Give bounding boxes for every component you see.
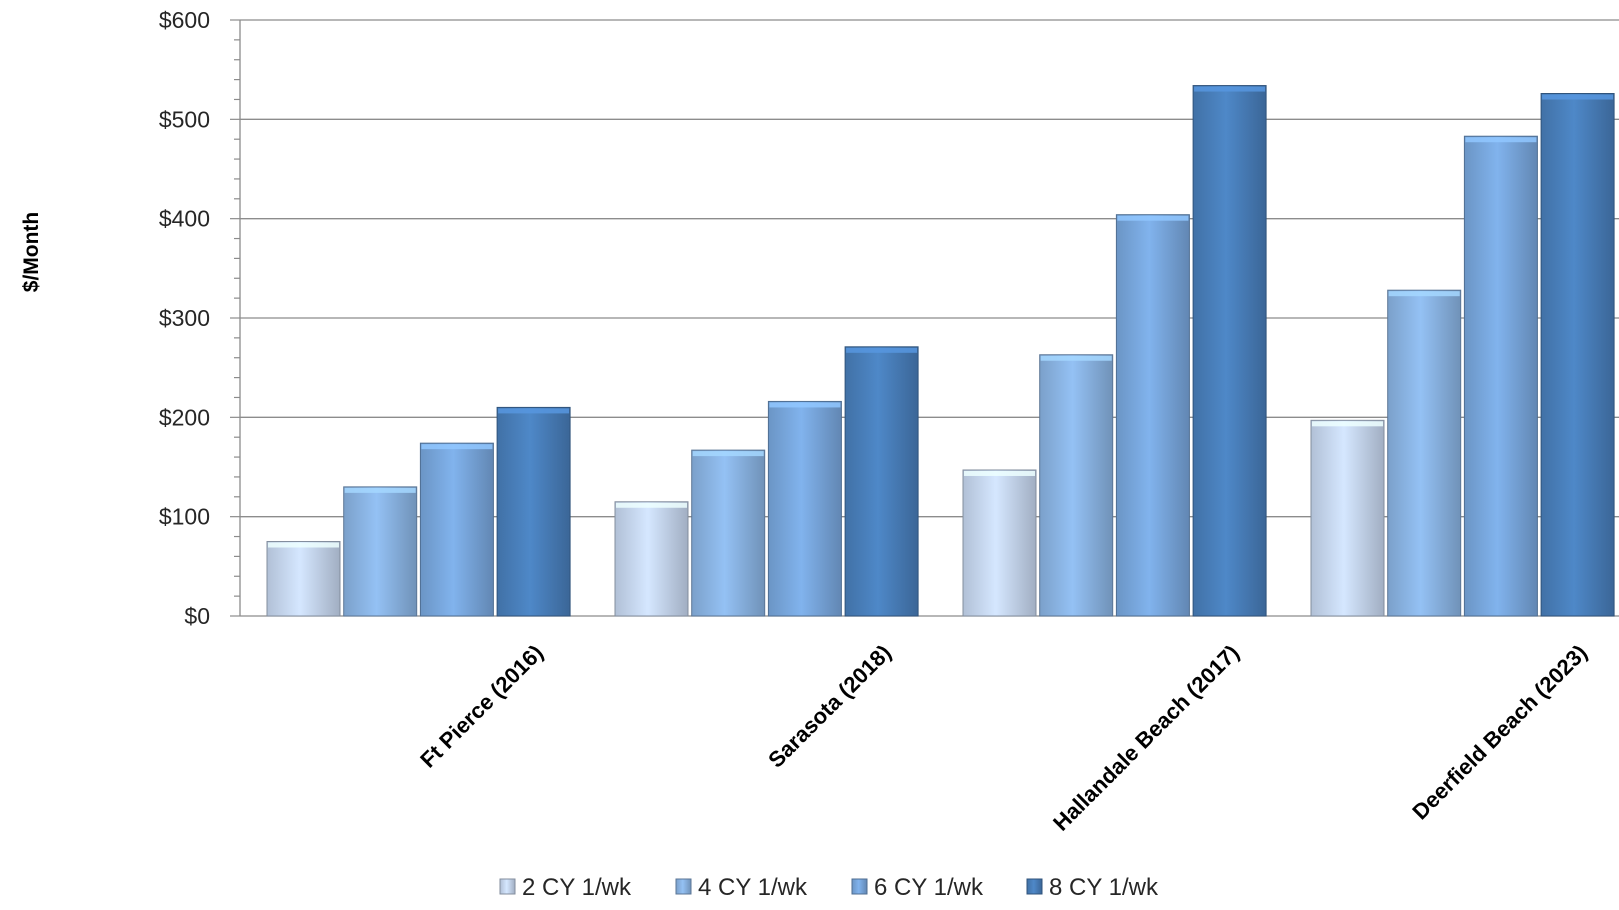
bar-body (1039, 354, 1114, 617)
bar-highlight (268, 542, 339, 548)
bar (844, 346, 919, 617)
bar-highlight (344, 487, 416, 493)
x-category-label: Sarasota (2018) (763, 640, 896, 773)
bar (1115, 214, 1190, 617)
legend-item: 2 CY 1/wk (499, 874, 632, 901)
bar (767, 400, 842, 617)
bars (266, 85, 1615, 617)
bar (1310, 419, 1385, 617)
bar (1387, 289, 1462, 617)
bar-body (962, 469, 1037, 617)
bar-highlight (1542, 94, 1614, 100)
bar (614, 501, 689, 617)
bar-highlight (692, 451, 764, 457)
x-category-label: Ft Pierce (2016) (415, 640, 548, 773)
legend-label: 6 CY 1/wk (874, 874, 984, 901)
y-tick-label: $0 (184, 603, 210, 629)
legend-item: 4 CY 1/wk (675, 874, 808, 901)
bar (1540, 93, 1615, 617)
bar-highlight (616, 502, 687, 508)
bar-body (1463, 135, 1538, 617)
bar (343, 486, 418, 617)
bar-highlight (421, 444, 493, 450)
legend-swatch (675, 878, 692, 895)
bar-body (496, 406, 571, 617)
x-axis-labels: Ft Pierce (2016) Sarasota (2018) Hallandal… (415, 640, 1592, 836)
bar-body (1387, 289, 1462, 617)
bar-body (343, 486, 418, 617)
bar-body (266, 541, 341, 617)
bar (1192, 85, 1267, 617)
legend-swatch (1026, 878, 1043, 895)
legend: 2 CY 1/wk 4 CY 1/wk 6 CY 1/wk 8 CY 1/wk (499, 874, 1159, 901)
bar-body (767, 400, 842, 617)
bar-body (691, 449, 766, 617)
y-tick-label: $300 (159, 305, 210, 331)
legend-item: 8 CY 1/wk (1026, 874, 1159, 901)
bar-highlight (1312, 421, 1383, 427)
bar-body (1115, 214, 1190, 617)
y-tick-label: $500 (159, 106, 210, 132)
legend-label: 2 CY 1/wk (522, 874, 632, 901)
y-tick-label: $200 (159, 404, 210, 430)
bar-highlight (1117, 215, 1189, 221)
bar-highlight (1465, 137, 1537, 143)
bar (266, 541, 341, 617)
y-tick-label: $100 (159, 504, 210, 530)
bar (496, 406, 571, 617)
bar-highlight (1040, 355, 1112, 361)
y-axis-title: $/Month (20, 212, 43, 292)
legend-swatch (499, 878, 516, 895)
bar-body (419, 442, 494, 617)
bar (962, 469, 1037, 617)
bar-highlight (1194, 86, 1266, 92)
x-category-label: Deerfield Beach (2023) (1407, 640, 1592, 825)
y-tick-label: $600 (159, 7, 210, 33)
legend-swatch (851, 878, 868, 895)
legend-label: 4 CY 1/wk (698, 874, 808, 901)
bar-body (1540, 93, 1615, 617)
legend-item: 6 CY 1/wk (851, 874, 984, 901)
legend-label: 8 CY 1/wk (1049, 874, 1159, 901)
bar (419, 442, 494, 617)
bar-body (844, 346, 919, 617)
bar (1463, 135, 1538, 617)
bar-highlight (964, 470, 1035, 476)
bar-body (614, 501, 689, 617)
bar (1039, 354, 1114, 617)
y-axis: $0 $100 $200 $300 $400 $500 $600 (159, 7, 1619, 629)
bar (691, 449, 766, 617)
bar-highlight (846, 347, 918, 353)
bar-highlight (498, 408, 570, 414)
x-category-label: Hallandale Beach (2017) (1048, 640, 1244, 836)
bar-body (1192, 85, 1267, 617)
bar-body (1310, 419, 1385, 617)
bar-highlight (769, 402, 841, 408)
y-tick-label: $400 (159, 206, 210, 232)
bar-highlight (1388, 291, 1460, 297)
